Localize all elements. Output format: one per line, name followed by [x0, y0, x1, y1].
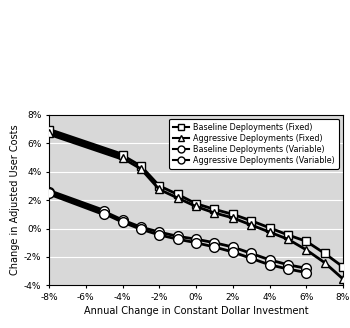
- X-axis label: Annual Change in Constant Dollar Investment: Annual Change in Constant Dollar Investm…: [84, 306, 308, 316]
- Legend: Baseline Deployments (Fixed), Aggressive Deployments (Fixed), Baseline Deploymen: Baseline Deployments (Fixed), Aggressive…: [169, 119, 339, 169]
- Y-axis label: Change in Adjusted User Costs: Change in Adjusted User Costs: [10, 125, 20, 276]
- Text: Projected Changes in 2026 Adjusted Average User
Costs Compared With 2006 Levels : Projected Changes in 2026 Adjusted Avera…: [34, 30, 316, 75]
